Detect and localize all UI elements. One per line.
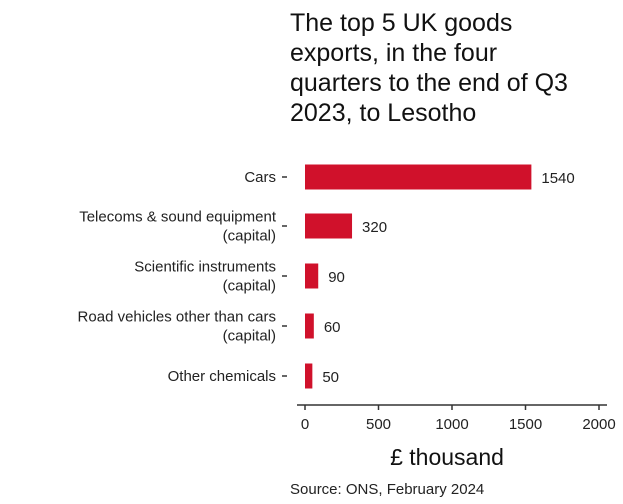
data-labels: 1540 320 90 60 50 bbox=[322, 170, 574, 386]
source-note: Source: ONS, February 2024 bbox=[290, 481, 485, 498]
category-label: (capital) bbox=[223, 328, 276, 345]
category-label: (capital) bbox=[223, 228, 276, 245]
x-axis-ticks: 0 500 1000 1500 2000 bbox=[301, 405, 616, 433]
chart-title-line: exports, in the four bbox=[290, 39, 498, 67]
bar bbox=[305, 213, 353, 239]
bar bbox=[305, 313, 314, 339]
x-tick-label: 500 bbox=[366, 416, 391, 433]
chart-title-line: 2023, to Lesotho bbox=[290, 99, 477, 127]
category-label: Telecoms & sound equipment bbox=[79, 209, 277, 226]
x-tick-label: 2000 bbox=[582, 416, 615, 433]
data-label: 1540 bbox=[541, 170, 574, 187]
bar-chart: Cars Telecoms & sound equipment (capital) S… bbox=[78, 164, 616, 470]
category-label: Cars bbox=[244, 169, 276, 186]
bar bbox=[305, 363, 313, 389]
category-label: Other chemicals bbox=[168, 368, 276, 385]
bars bbox=[305, 164, 532, 389]
bar bbox=[305, 263, 319, 289]
x-tick-label: 1000 bbox=[435, 416, 468, 433]
data-label: 50 bbox=[322, 369, 339, 386]
x-tick-label: 0 bbox=[301, 416, 309, 433]
x-axis-label: £ thousand bbox=[390, 444, 504, 470]
data-label: 320 bbox=[362, 219, 387, 236]
data-label: 90 bbox=[328, 269, 345, 286]
category-label: Road vehicles other than cars bbox=[78, 309, 276, 326]
data-label: 60 bbox=[324, 319, 341, 336]
chart-title-line: The top 5 UK goods bbox=[290, 9, 513, 37]
bar bbox=[305, 164, 532, 190]
x-tick-label: 1500 bbox=[509, 416, 542, 433]
chart-title-line: quarters to the end of Q3 bbox=[290, 69, 568, 97]
category-label: Scientific instruments bbox=[134, 259, 276, 276]
category-label: (capital) bbox=[223, 278, 276, 295]
category-labels: Cars Telecoms & sound equipment (capital) S… bbox=[78, 169, 287, 385]
chart-title: The top 5 UK goods exports, in the four … bbox=[290, 8, 610, 128]
